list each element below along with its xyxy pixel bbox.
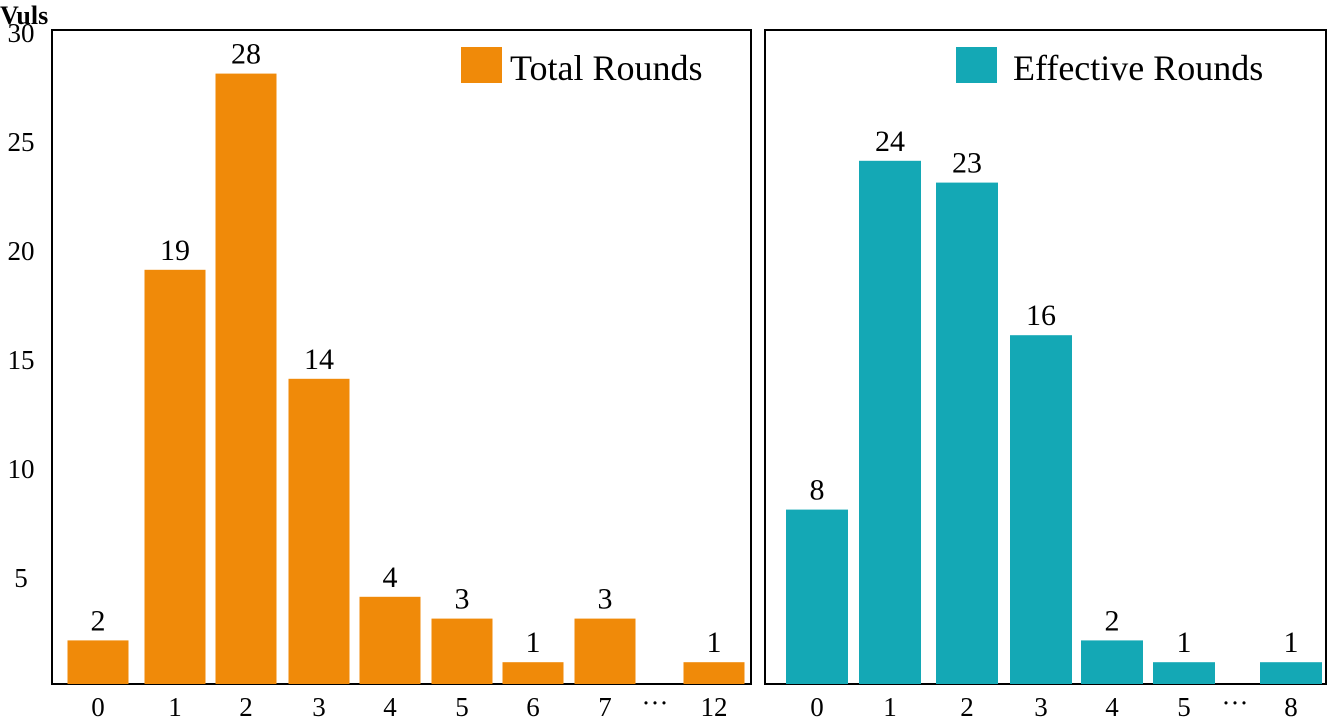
- bar-effective-rounds: [1010, 335, 1072, 684]
- bar-effective-rounds: [1153, 662, 1215, 684]
- bar-effective-rounds: [1081, 640, 1143, 684]
- x-tick-label: 3: [1034, 692, 1048, 722]
- bar-value-label: 28: [231, 38, 261, 71]
- right-legend: Effective Rounds: [956, 47, 1263, 88]
- bar-total-rounds: [67, 640, 129, 684]
- bar-total-rounds: [574, 618, 636, 684]
- x-tick-ellipsis: ···: [1222, 688, 1249, 718]
- x-tick-label: 4: [383, 692, 397, 722]
- x-tick-label: 2: [239, 692, 253, 722]
- x-tick-label: 5: [455, 692, 469, 722]
- left-legend-label: Total Rounds: [510, 48, 702, 88]
- left-x-ticks: 0 1 2 3 4 5 6 7 12···: [91, 688, 727, 722]
- bar-total-rounds: [502, 662, 564, 684]
- x-tick-label: 4: [1105, 692, 1119, 722]
- bar-value-label: 8: [810, 474, 825, 507]
- x-tick-label: 2: [960, 692, 974, 722]
- right-legend-label: Effective Rounds: [1013, 48, 1263, 88]
- left-legend: Total Rounds: [461, 47, 702, 88]
- x-tick-label: 0: [91, 692, 105, 722]
- x-tick-label: 3: [312, 692, 326, 722]
- right-bar-labels: 8 24 23 16 2 1 1: [810, 125, 1299, 659]
- y-axis-title: Vuls: [0, 1, 48, 30]
- bar-value-label: 2: [1105, 604, 1120, 637]
- bar-value-label: 1: [1284, 626, 1299, 659]
- left-y-ticks: 5 10 15 20 25 30: [8, 18, 35, 593]
- y-tick-label: 20: [8, 236, 35, 266]
- bar-total-rounds: [215, 73, 277, 685]
- bar-effective-rounds: [786, 509, 848, 684]
- bar-value-label: 4: [383, 561, 398, 594]
- bar-value-label: 3: [455, 583, 470, 616]
- bar-value-label: 19: [160, 234, 190, 267]
- bar-value-label: 2: [91, 604, 106, 637]
- bar-value-label: 24: [875, 125, 905, 158]
- bar-value-label: 1: [707, 626, 722, 659]
- bar-value-label: 3: [598, 583, 613, 616]
- bar-value-label: 16: [1026, 299, 1056, 332]
- x-tick-label: 1: [168, 692, 182, 722]
- bar-total-rounds: [359, 596, 421, 684]
- bar-total-rounds: [683, 662, 745, 684]
- left-bar-labels: 2 19 28 14 4 3 1 3 1: [91, 38, 722, 660]
- x-tick-label: 5: [1177, 692, 1191, 722]
- x-tick-label: 0: [810, 692, 824, 722]
- y-tick-label: 30: [8, 18, 35, 48]
- bar-effective-rounds: [1260, 662, 1322, 684]
- bar-effective-rounds: [936, 182, 998, 684]
- x-tick-ellipsis: ···: [642, 688, 669, 718]
- bar-total-rounds: [431, 618, 493, 684]
- bar-total-rounds: [288, 378, 350, 684]
- bar-value-label: 1: [526, 626, 541, 659]
- bar-value-label: 1: [1177, 626, 1192, 659]
- y-tick-label: 5: [14, 563, 28, 593]
- bar-value-label: 14: [304, 343, 334, 376]
- x-tick-label: 1: [883, 692, 897, 722]
- x-tick-label: 7: [598, 692, 612, 722]
- left-legend-swatch: [461, 47, 502, 83]
- bar-effective-rounds: [859, 160, 921, 685]
- bar-value-label: 23: [952, 147, 982, 180]
- right-x-ticks: 0 1 2 3 4 5 8 ···: [810, 688, 1298, 722]
- bar-total-rounds: [144, 269, 206, 684]
- y-tick-label: 25: [8, 127, 35, 157]
- x-tick-label: 6: [526, 692, 540, 722]
- right-bars: [786, 160, 1322, 685]
- right-legend-swatch: [956, 47, 997, 83]
- x-tick-label: 12: [701, 692, 728, 722]
- y-tick-label: 15: [8, 345, 35, 375]
- left-bars: [67, 73, 745, 685]
- y-tick-label: 10: [8, 454, 35, 484]
- x-tick-label: 8: [1284, 692, 1298, 722]
